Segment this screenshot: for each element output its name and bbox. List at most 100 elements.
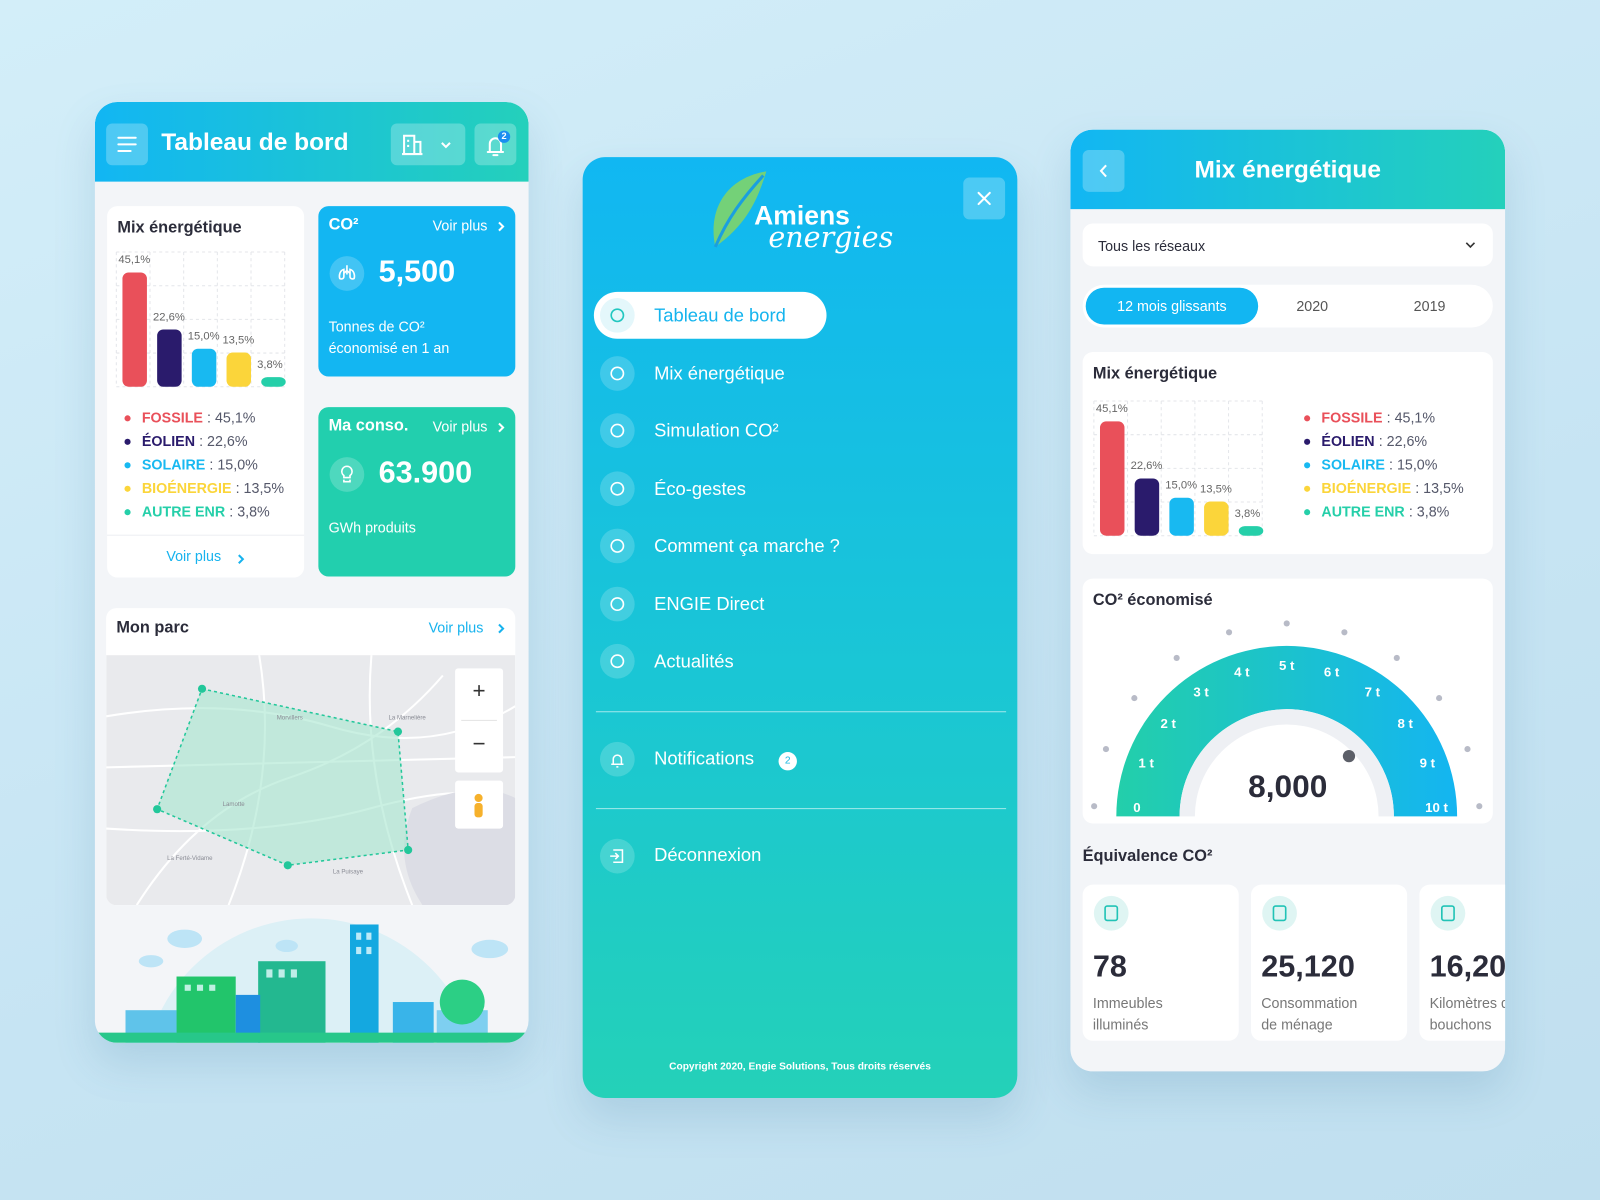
see-more-link[interactable]: Voir plus [166,547,222,565]
menu-item[interactable]: Éco-gestes [654,478,746,499]
card-icon [1430,895,1466,931]
gauge-tick-label: 8 t [1398,716,1414,731]
close-button[interactable] [963,177,1006,220]
site-dropdown[interactable] [390,123,466,166]
conso-value: 63.900 [378,456,473,490]
dashboard-panel: Tableau de bord 2 Mix énergétique 45,1% 2… [94,102,529,1043]
bar-value-label: 13,5% [1200,483,1232,495]
close-icon [977,191,991,206]
caption: Tonnes de CO² [328,318,425,335]
tab[interactable]: 12 mois glissants [1117,297,1227,315]
chevron-down [1465,242,1476,249]
icon-bg [1430,895,1466,931]
chevron [238,554,245,564]
gauge-dot [1102,746,1110,753]
gauge-dot [1131,695,1138,702]
tab[interactable]: 2019 [1413,297,1446,315]
co2-value: 5,500 [378,255,456,289]
legend-value: : 3,8% [229,503,270,520]
see-more-link[interactable]: Voir plus [428,619,484,636]
menu-button[interactable] [106,123,148,166]
bell-icon [486,130,511,157]
menu-item[interactable]: Comment ça marche ? [654,535,840,557]
menu-panel: Amiens energies Tableau de bord Mix énerg… [582,157,1018,1098]
gauge-dot [1476,803,1483,810]
map[interactable]: Morvillers La Marnelière Lamotte La Fert… [106,655,516,906]
icon-shape [610,596,625,611]
gauge-arc [1116,645,1458,817]
tab[interactable]: 2020 [1296,297,1329,315]
bar-value-label: 22,6% [153,311,185,323]
menu-item[interactable]: ENGIE Direct [654,593,765,614]
menu-item[interactable]: Déconnexion [654,844,762,866]
icon-shape [610,423,625,438]
place-label: La Marnelière [388,714,426,721]
equivalence-value: 78 [1092,949,1127,984]
menu-item[interactable]: Tableau de bord [654,305,786,326]
chevron [498,623,505,634]
gauge-value: 8,000 [1248,768,1328,805]
equivalence-card: 16,200 Kilomètres de bouchons [1419,884,1506,1041]
period-tabs: 12 mois glissants 2020 2019 [1082,284,1493,328]
gauge-tick-label: 0 [1133,800,1140,815]
equivalence-label: bouchons [1429,1016,1492,1033]
icon-glyph [610,538,625,553]
back-button[interactable] [1082,149,1125,192]
bar [122,272,147,387]
menu-icon [117,136,137,153]
bar [1204,501,1229,536]
caption: GWh produits [328,519,416,536]
legend-value: : 22,6% [1378,432,1428,449]
see-more-link[interactable]: Voir plus [432,418,488,435]
equivalence-label: Immeubles [1092,994,1163,1012]
icon-glyph [610,596,625,611]
equivalence-value: 25,120 [1261,949,1355,984]
icon-shape [1441,905,1455,922]
mix-chart: 45,1% 22,6%15,0% 13,5% 3,8% [1093,400,1264,537]
notification-button[interactable]: 2 [474,123,517,166]
place-label: Lamotte [223,801,246,808]
legend-name: ÉOLIEN [141,432,196,449]
menu-icon [599,838,635,874]
park-card: Mon parc Voir plus Morvillers La Marneli… [106,608,516,906]
bar [261,377,286,387]
menu-item[interactable]: Mix énergétique [654,362,785,384]
menu-item[interactable]: Simulation CO² [654,420,779,441]
card-title: Mon parc [116,619,189,637]
legend-value: : 45,1% [207,409,256,426]
gauge-inner-ring [1179,709,1394,817]
bar-value-label: 45,1% [118,254,150,266]
network-select[interactable]: Tous les réseaux [1082,223,1493,267]
header-title: Tableau de bord [161,128,349,157]
legend-dot [124,415,131,422]
gauge-dot [1283,620,1290,627]
legend-name: BIOÉNERGIE [141,479,232,496]
card-icon [1093,895,1129,931]
menu-icon [599,741,635,777]
icon-shape [610,481,625,496]
zoom-in[interactable]: + [472,677,486,704]
gauge-tick-label: 6 t [1324,665,1340,680]
legend-item: BIOÉNERGIE: 13,5% [124,480,284,496]
legend-item: FOSSILE: 45,1% [1304,409,1435,426]
divider [595,711,1007,713]
notification-badge: 2 [501,130,507,141]
legend-value: : 13,5% [1415,479,1464,496]
co2-card: CO² Voir plus 5,500 Tonnes de CO² économ… [318,206,516,377]
menu-item[interactable]: Notifications [654,747,755,769]
icon-shape [610,308,625,323]
bar [1099,421,1125,536]
menu-icon [599,528,635,564]
menu-item[interactable]: Actualités [654,651,734,672]
legend-item: FOSSILE: 45,1% [124,409,256,426]
legend-name: BIOÉNERGIE [1321,479,1412,496]
legend-dot [1304,486,1311,493]
gauge-indicator [1342,749,1356,763]
zoom-out[interactable]: − [472,730,486,757]
pegman[interactable] [474,793,483,818]
icon-bg [1262,895,1297,931]
legend-item: BIOÉNERGIE: 13,5% [1304,480,1464,496]
city-illustration [94,918,529,1043]
see-more-link[interactable]: Voir plus [432,217,488,234]
